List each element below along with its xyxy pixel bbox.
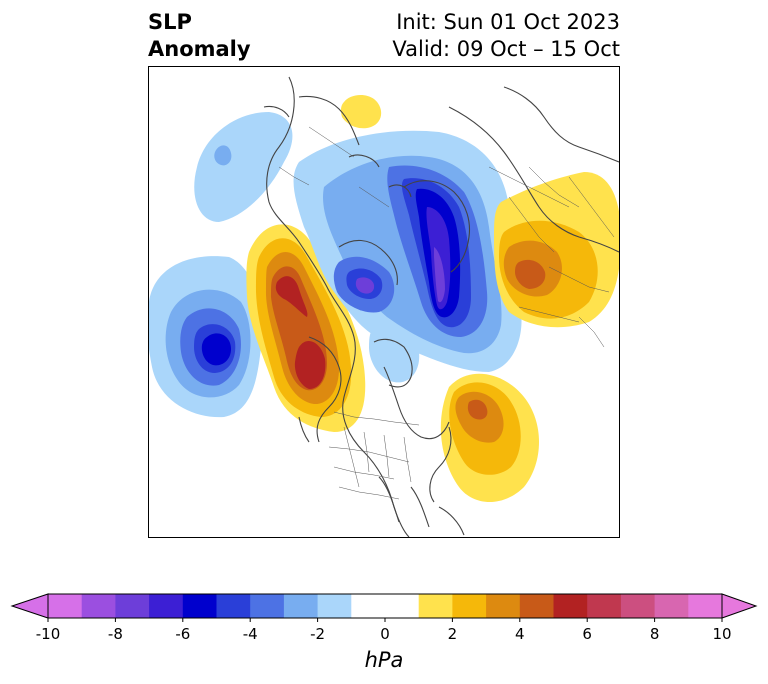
anomaly-map <box>148 66 620 538</box>
colorbar-bin <box>385 594 420 618</box>
colorbar-tick-label: 8 <box>649 625 660 643</box>
title-line-1: SLP <box>148 10 192 34</box>
colorbar-bin <box>654 594 689 618</box>
colorbar-bin <box>283 594 319 618</box>
colorbar-bin <box>250 594 285 618</box>
colorbar-tick-label: 4 <box>515 625 525 643</box>
eurasia-high <box>494 172 619 328</box>
colorbar-tick-label: -4 <box>242 625 258 643</box>
arctic-low <box>293 130 522 372</box>
colorbar-bin <box>587 594 622 618</box>
colorbar-tick-label: 0 <box>380 625 390 643</box>
colorbar-tick-label: 2 <box>447 625 458 643</box>
west-pacific-low <box>194 112 293 222</box>
date-info: Init: Sun 01 Oct 2023 Valid: 09 Oct – 15… <box>392 9 620 63</box>
small-high-north <box>340 95 382 129</box>
colorbar-bin <box>486 594 521 618</box>
colorbar-bin <box>519 594 554 618</box>
init-date: Init: Sun 01 Oct 2023 <box>396 10 620 34</box>
title-line-2: Anomaly <box>148 37 251 61</box>
valid-date: Valid: 09 Oct – 15 Oct <box>392 37 620 61</box>
colorbar-unit-label: hPa <box>364 648 404 672</box>
atlantic-high <box>440 373 539 502</box>
colorbar-bin <box>418 594 453 618</box>
pacific-low <box>149 256 262 418</box>
colorbar-tick-label: -8 <box>107 625 123 643</box>
map-canvas <box>149 76 619 537</box>
colorbar <box>10 593 758 622</box>
colorbar-extend-high <box>721 593 758 619</box>
colorbar-tick-label: -10 <box>35 625 61 643</box>
colorbar-tick-label: -6 <box>175 625 191 643</box>
borders <box>278 126 615 500</box>
colorbar-bin <box>688 594 723 618</box>
colorbar-bin <box>351 594 386 618</box>
colorbar-bin <box>620 594 656 618</box>
colorbar-bin <box>48 594 83 618</box>
colorbar-bin <box>149 594 184 618</box>
map-title: SLP Anomaly <box>148 9 251 63</box>
colorbar-bin <box>216 594 251 618</box>
colorbar-bin <box>317 594 352 618</box>
colorbar-bin <box>115 594 150 618</box>
colorbar-tick-label: -2 <box>310 625 326 643</box>
colorbar-extend-low <box>10 593 49 619</box>
colorbar-bin <box>553 594 588 618</box>
colorbar-tick-label: 10 <box>712 625 732 643</box>
coastlines <box>263 76 619 537</box>
colorbar-bin <box>182 594 217 618</box>
colorbar-bin <box>81 594 116 618</box>
pacific-northwest-high <box>246 224 366 432</box>
colorbar-tick-label: 6 <box>582 625 592 643</box>
colorbar-bin <box>452 594 487 618</box>
